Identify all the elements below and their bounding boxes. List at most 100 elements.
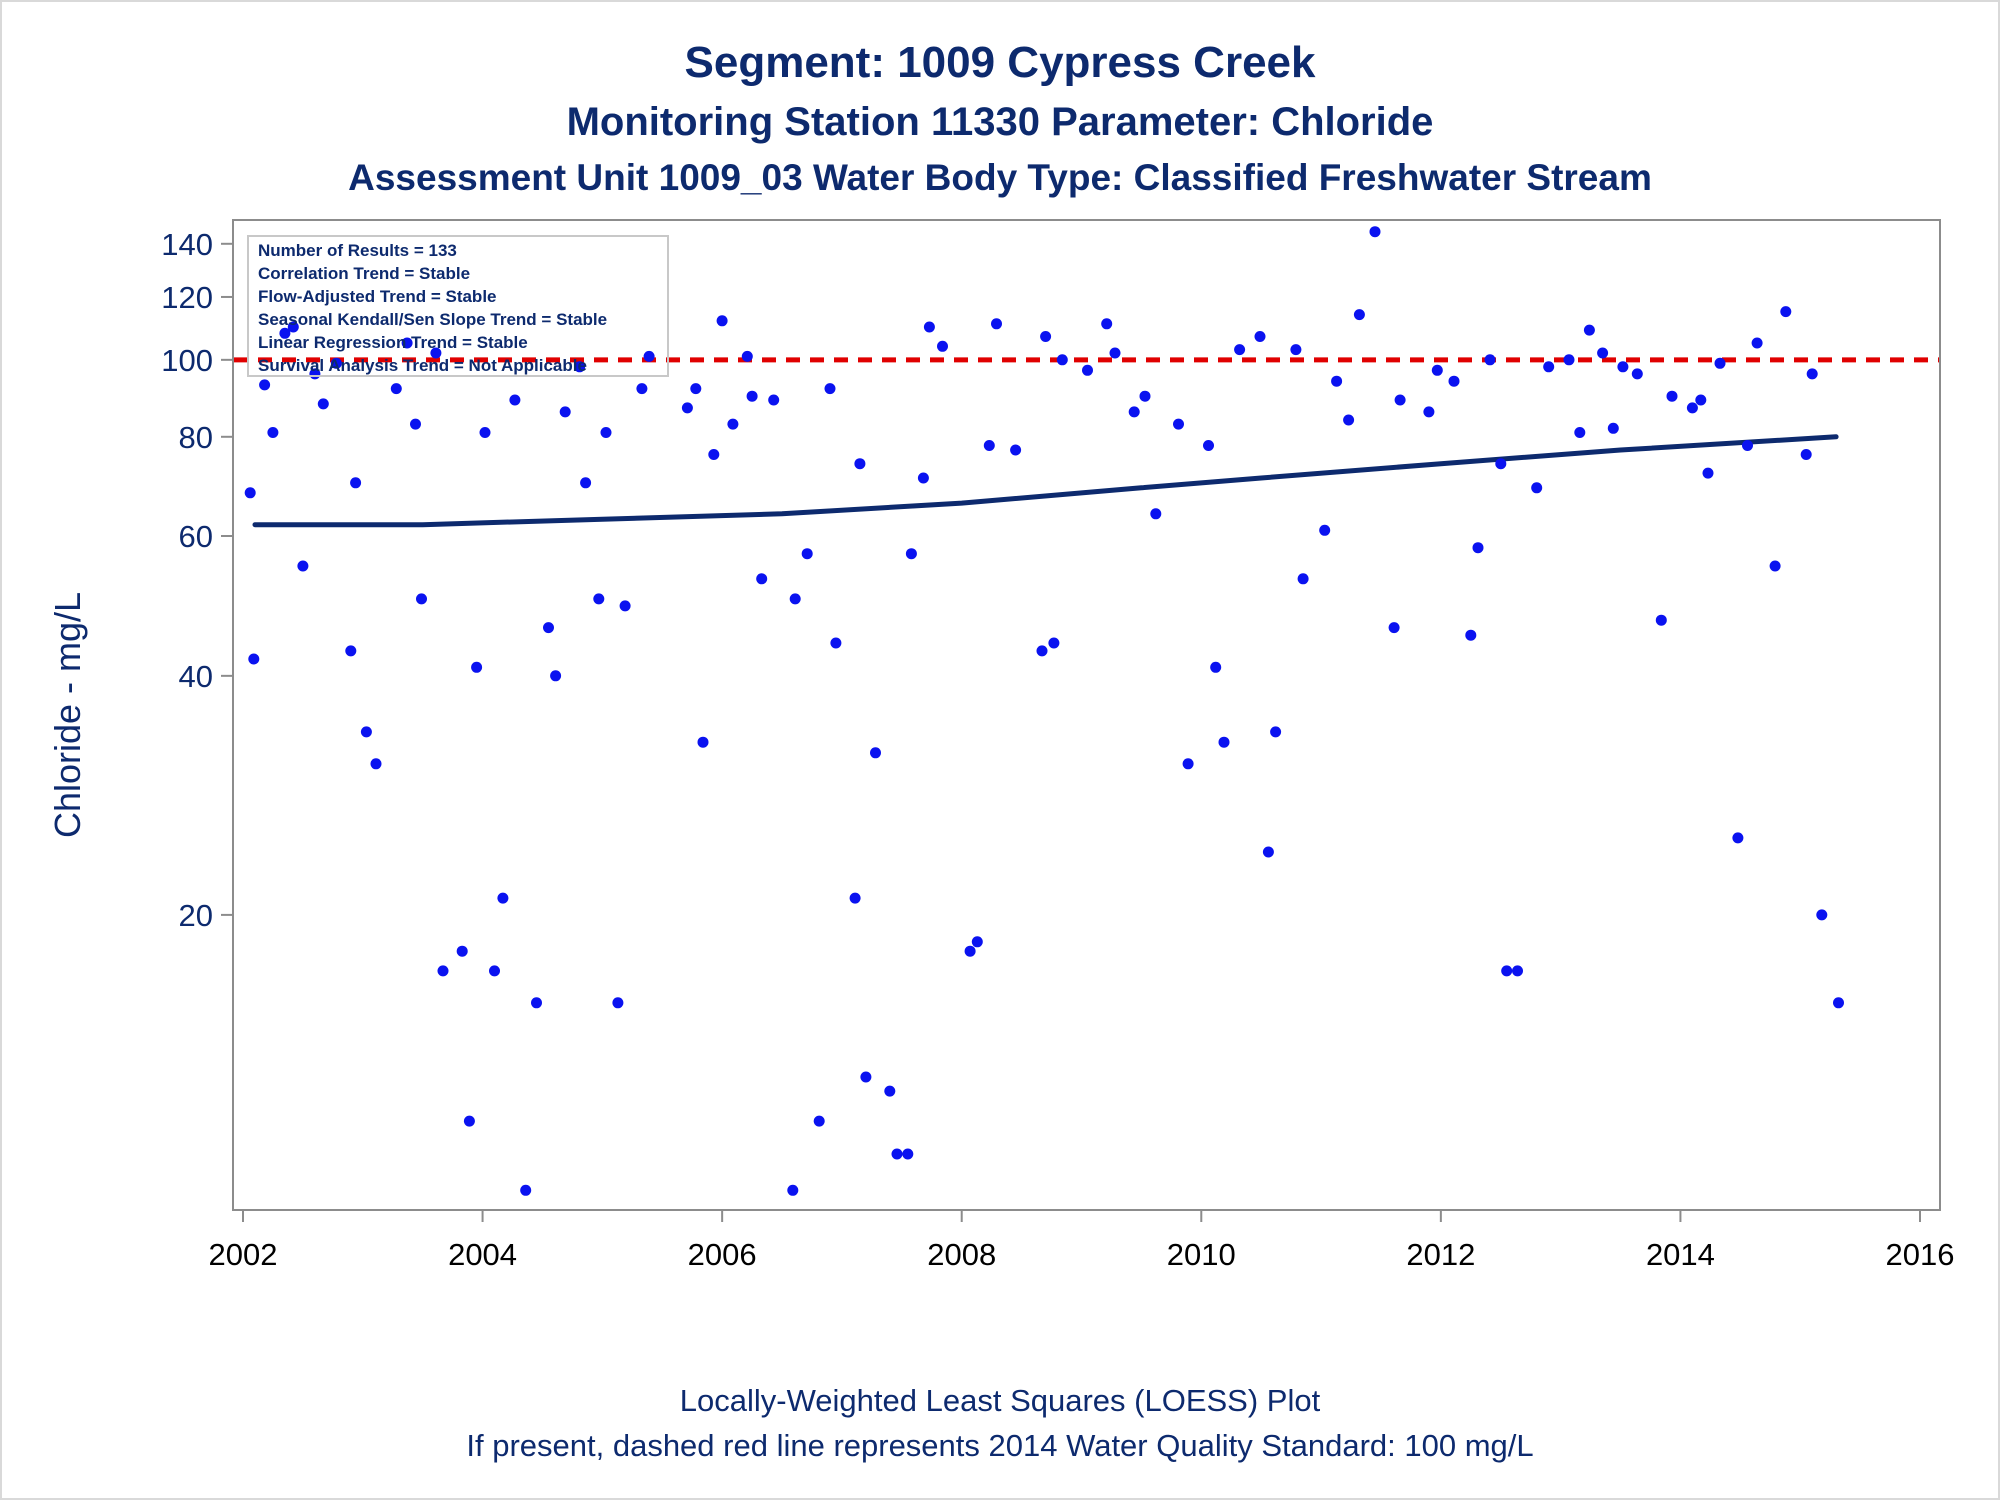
data-point xyxy=(401,337,413,349)
data-point xyxy=(1010,444,1022,456)
data-point xyxy=(600,427,612,438)
data-point xyxy=(416,593,427,605)
y-axis-label: Chloride - mg/L xyxy=(47,592,88,838)
data-point xyxy=(1512,965,1523,977)
data-point xyxy=(1806,368,1818,380)
data-point xyxy=(1218,736,1230,748)
data-point xyxy=(1082,364,1093,376)
data-point xyxy=(1655,614,1667,626)
data-point xyxy=(1331,375,1343,387)
data-point xyxy=(497,892,509,904)
chart-subtitle-2: Assessment Unit 1009_03 Water Body Type:… xyxy=(348,157,1652,198)
data-point xyxy=(279,327,291,339)
data-point xyxy=(1423,406,1435,418)
chart-title: Segment: 1009 Cypress Creek xyxy=(684,38,1316,87)
data-point xyxy=(619,600,631,612)
data-point xyxy=(756,573,768,585)
data-point xyxy=(437,965,449,977)
data-point xyxy=(430,347,442,359)
data-point xyxy=(345,645,357,657)
y-tick-label: 140 xyxy=(161,227,213,262)
data-point xyxy=(983,440,995,451)
data-point xyxy=(1543,361,1555,373)
data-point xyxy=(1048,637,1060,649)
data-point xyxy=(884,1085,896,1097)
data-point xyxy=(1472,542,1484,554)
data-point xyxy=(1431,364,1443,376)
data-point xyxy=(456,945,468,957)
plot-area xyxy=(232,219,1941,1211)
data-point xyxy=(360,726,372,738)
data-point xyxy=(520,1184,532,1196)
data-point xyxy=(1465,629,1477,641)
data-point xyxy=(463,1115,475,1127)
data-point xyxy=(1686,402,1698,414)
data-point xyxy=(1036,645,1048,657)
data-point xyxy=(297,560,309,572)
data-point xyxy=(1816,909,1828,921)
y-tick-label: 120 xyxy=(161,280,213,315)
data-point xyxy=(593,593,605,605)
data-point xyxy=(1290,344,1302,356)
data-point xyxy=(574,361,586,373)
data-point xyxy=(964,945,976,957)
data-point xyxy=(923,321,935,333)
y-tick-label: 60 xyxy=(179,519,213,554)
data-point xyxy=(1262,846,1274,858)
data-point xyxy=(489,965,500,977)
data-point xyxy=(1495,458,1507,470)
footer-line-2: If present, dashed red line represents 2… xyxy=(466,1428,1534,1463)
data-point xyxy=(1607,422,1619,434)
data-point xyxy=(550,670,562,682)
data-point xyxy=(870,747,881,759)
data-point xyxy=(1695,394,1707,406)
data-point xyxy=(787,1184,799,1196)
data-point xyxy=(1702,467,1714,479)
data-point xyxy=(902,1148,914,1160)
data-point xyxy=(1234,344,1246,356)
axes: 20 40 60 80 100 120 140 2002 2004 2006 2008 2010 201… xyxy=(161,227,1954,1272)
x-tick-label: 2016 xyxy=(1886,1237,1955,1272)
data-point xyxy=(390,383,402,395)
stats-line: Flow-Adjusted Trend = Stable xyxy=(258,287,497,306)
data-point xyxy=(1297,573,1309,585)
stats-line: Seasonal Kendall/Sen Slope Trend = Stabl… xyxy=(258,310,607,329)
x-tick-label: 2008 xyxy=(927,1237,996,1272)
data-point xyxy=(768,394,780,406)
data-point xyxy=(1563,354,1575,366)
data-point xyxy=(830,637,842,649)
data-point xyxy=(1769,560,1781,572)
data-point xyxy=(1833,997,1844,1009)
data-point xyxy=(1369,226,1381,238)
footer-line-1: Locally-Weighted Least Squares (LOESS) P… xyxy=(679,1383,1321,1418)
data-point xyxy=(531,997,542,1009)
data-point xyxy=(681,402,693,414)
data-point xyxy=(479,427,491,438)
data-point xyxy=(350,477,362,489)
stats-box-border xyxy=(247,235,669,377)
stats-line: Correlation Trend = Stable xyxy=(258,264,470,283)
data-point xyxy=(370,758,382,770)
data-point xyxy=(991,318,1002,330)
data-point xyxy=(1501,965,1513,977)
data-point xyxy=(1484,354,1496,366)
data-point xyxy=(1343,414,1355,426)
stats-box: Number of Results = 133 Correlation Trend… xyxy=(247,235,669,377)
data-point xyxy=(1109,347,1121,359)
stats-line: Number of Results = 133 xyxy=(258,241,457,260)
data-point xyxy=(1631,368,1643,380)
data-point xyxy=(727,418,739,430)
data-point xyxy=(1617,361,1629,373)
data-point xyxy=(1150,508,1162,520)
data-point xyxy=(1139,390,1151,402)
data-point xyxy=(580,477,592,489)
chart-subtitle: Monitoring Station 11330 Parameter: Chlo… xyxy=(566,100,1434,144)
data-point xyxy=(267,427,279,438)
data-point xyxy=(244,487,256,499)
data-point xyxy=(1056,354,1068,366)
data-point xyxy=(259,379,271,391)
data-point xyxy=(1714,357,1726,369)
data-point xyxy=(559,406,571,418)
data-point xyxy=(824,383,836,395)
